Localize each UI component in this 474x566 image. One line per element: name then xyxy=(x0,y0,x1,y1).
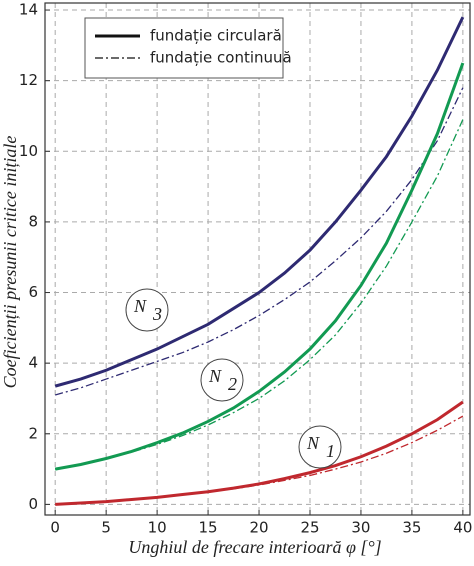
series-line xyxy=(54,16,465,388)
x-tick-label: 30 xyxy=(351,519,370,537)
annotation-circle xyxy=(200,358,244,402)
x-tick-label: 40 xyxy=(453,519,472,537)
y-tick-label: 8 xyxy=(28,212,38,230)
x-tick-label: 15 xyxy=(199,519,218,537)
annotation-subscript: 1 xyxy=(326,441,335,461)
x-tick-label: 10 xyxy=(148,519,167,537)
y-tick-label: 12 xyxy=(19,71,38,89)
annotation-subscript: 2 xyxy=(228,374,237,394)
annotation-circle xyxy=(125,288,169,332)
y-tick-label: 2 xyxy=(28,424,38,442)
legend-label: fundație continuuă xyxy=(150,49,292,67)
annotation-label: N xyxy=(133,296,147,316)
series-line xyxy=(55,415,464,506)
annotation-circle xyxy=(298,425,342,469)
y-tick-label: 0 xyxy=(28,495,38,513)
y-tick-label: 6 xyxy=(28,283,38,301)
x-tick-label: 0 xyxy=(50,519,60,537)
legend-label: fundație circulară xyxy=(150,27,282,45)
y-axis-label: Coeficienții presunii critice inițiale xyxy=(0,136,20,389)
x-axis-label: Unghiul de frecare interioară φ [°] xyxy=(128,537,381,557)
legend-box xyxy=(84,17,284,79)
annotation-label: N xyxy=(208,366,222,386)
x-tick-label: 25 xyxy=(300,519,319,537)
annotation-label: N xyxy=(306,433,320,453)
x-tick-label: 20 xyxy=(249,519,268,537)
x-tick-label: 35 xyxy=(402,519,421,537)
plot-frame xyxy=(44,2,471,516)
y-tick-label: 10 xyxy=(19,142,38,160)
x-tick-label: 5 xyxy=(101,519,111,537)
series-line xyxy=(55,119,464,470)
series-line xyxy=(55,87,464,396)
annotation-subscript: 3 xyxy=(152,304,162,324)
y-tick-label: 4 xyxy=(28,354,38,372)
y-tick-label: 14 xyxy=(19,1,38,19)
